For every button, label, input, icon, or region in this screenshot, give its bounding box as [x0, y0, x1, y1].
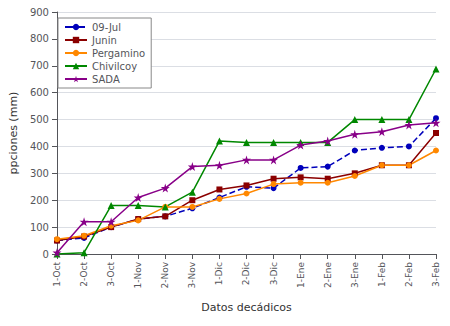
svg-text:400: 400 [30, 141, 49, 152]
svg-text:500: 500 [30, 114, 49, 125]
svg-text:2-Ene: 2-Ene [323, 262, 333, 288]
svg-text:Chivilcoy: Chivilcoy [92, 61, 137, 72]
svg-text:ppciones (mm): ppciones (mm) [7, 92, 20, 175]
svg-text:Pergamino: Pergamino [92, 48, 145, 59]
svg-text:1-Dic: 1-Dic [214, 262, 224, 285]
svg-text:3-Dic: 3-Dic [269, 262, 279, 285]
svg-text:3-Nov: 3-Nov [187, 261, 197, 288]
svg-text:3-Feb: 3-Feb [431, 262, 441, 287]
svg-text:1-Nov: 1-Nov [133, 261, 143, 288]
svg-text:2-Dic: 2-Dic [241, 262, 251, 285]
svg-text:0: 0 [43, 249, 49, 260]
svg-text:800: 800 [30, 33, 49, 44]
svg-text:1-Feb: 1-Feb [377, 262, 387, 287]
svg-text:Junin: Junin [91, 35, 117, 46]
svg-text:SADA: SADA [92, 74, 120, 85]
svg-text:2-Feb: 2-Feb [404, 262, 414, 287]
svg-text:1-Oct: 1-Oct [52, 262, 62, 287]
svg-text:Datos decádicos: Datos decádicos [201, 301, 292, 314]
svg-text:1-Ene: 1-Ene [296, 262, 306, 288]
svg-text:2-Oct: 2-Oct [79, 262, 89, 287]
svg-text:09-Jul: 09-Jul [92, 22, 121, 33]
svg-text:900: 900 [30, 7, 49, 18]
svg-text:3-Oct: 3-Oct [106, 262, 116, 287]
svg-text:3-Ene: 3-Ene [350, 262, 360, 288]
svg-text:2-Nov: 2-Nov [160, 261, 170, 288]
svg-text:200: 200 [30, 195, 49, 206]
svg-text:300: 300 [30, 168, 49, 179]
svg-text:100: 100 [30, 222, 49, 233]
svg-text:700: 700 [30, 60, 49, 71]
svg-text:600: 600 [30, 87, 49, 98]
